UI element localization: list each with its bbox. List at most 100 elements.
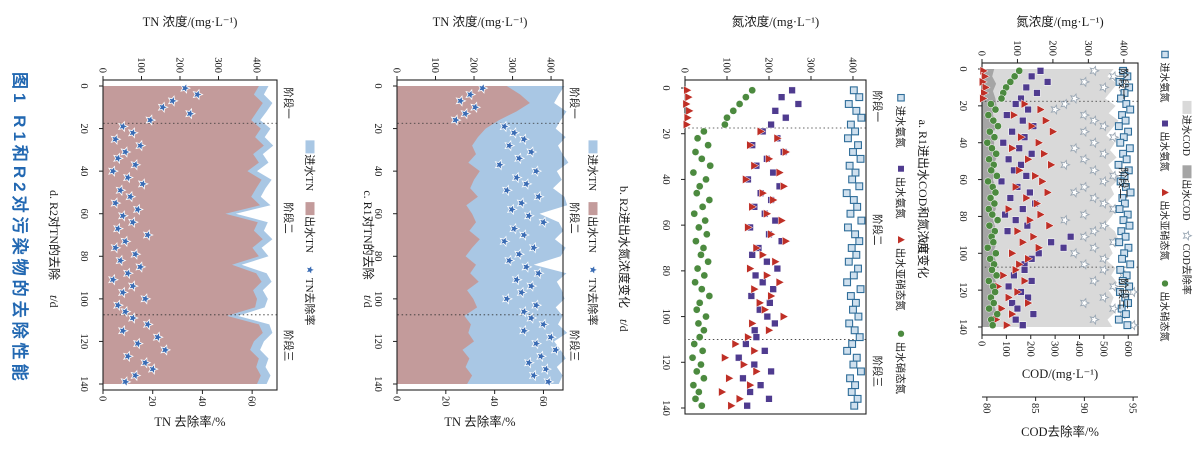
svg-text:出水氨氮: 出水氨氮 [1158, 132, 1171, 172]
stage-label: 阶段一 [568, 87, 581, 119]
caption-b: b. R2进出水氮浓度变化 [617, 186, 632, 308]
svg-text:TN 浓度/(mg·L⁻¹): TN 浓度/(mg·L⁻¹) [433, 14, 528, 29]
removal_axis-c: 0 20 40 60 TN 去除率/% [391, 390, 548, 429]
conc-axis-d: 0 100 200 300 400 TN 浓度/(mg·L⁻¹) [97, 14, 261, 80]
plot-frame [981, 62, 1139, 336]
stage-label: 阶段二 [1117, 168, 1130, 200]
svg-text:氮浓度/(mg·L⁻¹): 氮浓度/(mg·L⁻¹) [732, 14, 819, 29]
svg-text:120: 120 [372, 334, 383, 350]
svg-text:200: 200 [1046, 40, 1057, 56]
series-出水硝态氮 [688, 86, 757, 410]
plot-frame [396, 79, 564, 391]
series-出水氨氮 [735, 86, 803, 410]
legend-d-row0: 进水TN 出水TN TN去除率 [303, 140, 317, 326]
svg-text:80: 80 [78, 251, 89, 262]
svg-text:出水硝态氮: 出水硝态氮 [1158, 292, 1171, 342]
scatter-a [979, 65, 1139, 331]
stage-label: 阶段二 [282, 202, 295, 234]
legend-c-row0: 进水TN 出水TN TN去除率 [586, 140, 600, 326]
svg-text:80: 80 [980, 403, 991, 414]
svg-text:0: 0 [391, 396, 402, 401]
svg-text:100: 100 [429, 57, 440, 73]
svg-text:600: 600 [1122, 341, 1133, 357]
svg-text:60: 60 [660, 220, 671, 231]
svg-text:120: 120 [660, 354, 671, 370]
svg-text:COD去除率/%: COD去除率/% [1021, 424, 1099, 439]
svg-text:60: 60 [372, 208, 383, 219]
conc-axis-b: 0 100 200 300 400 氮浓度/(mg·L⁻¹) [679, 14, 857, 80]
svg-text:氮浓度/(mg·L⁻¹): 氮浓度/(mg·L⁻¹) [1016, 14, 1103, 29]
svg-text:0: 0 [976, 341, 987, 346]
scatter-d [108, 82, 204, 388]
t-axis-label: t/d [361, 295, 375, 308]
svg-text:90: 90 [1078, 403, 1089, 414]
svg-text:20: 20 [372, 123, 383, 134]
series-TN去除率 [450, 82, 562, 388]
svg-text:500: 500 [1097, 341, 1108, 357]
svg-text:40: 40 [488, 396, 499, 407]
svg-text:出水硝态氮: 出水硝态氮 [894, 342, 907, 395]
svg-text:出水氨氮: 出水氨氮 [894, 177, 907, 219]
svg-text:140: 140 [372, 376, 383, 392]
svg-text:20: 20 [957, 101, 968, 112]
svg-text:TN 浓度/(mg·L⁻¹): TN 浓度/(mg·L⁻¹) [143, 14, 238, 29]
t-axis-label: t/d [47, 295, 61, 308]
svg-text:300: 300 [1049, 341, 1060, 357]
caption-d: d. R2对TN的去除 [47, 190, 62, 280]
svg-text:进水TN: 进水TN [303, 154, 316, 191]
conc-axis-a: 0 100 200 300 400 氮浓度/(mg·L⁻¹) [976, 14, 1128, 63]
caption-a: a. R1进出水COD和氮浓度变化 [916, 120, 931, 279]
svg-text:95: 95 [1127, 403, 1138, 414]
area-出水TN [397, 86, 530, 384]
conc-axis-c: 0 100 200 300 400 TN 浓度/(mg·L⁻¹) [391, 14, 556, 80]
svg-text:出水TN: 出水TN [303, 216, 317, 253]
removal_axis-a: 80 85 90 95 COD去除率/% [980, 396, 1138, 439]
t-axis-label: t/d [617, 319, 631, 332]
t-axis-c: 0 20 40 60 80 100 120 140 [372, 83, 397, 392]
svg-text:出水COD: 出水COD [1180, 179, 1193, 220]
t-axis-d: 0 20 40 60 80 100 120 140 [78, 83, 103, 392]
svg-text:TN 去除率/%: TN 去除率/% [444, 414, 515, 429]
t-axis-a: 0 20 40 60 80 100 120 140 [957, 66, 982, 335]
svg-text:300: 300 [212, 57, 223, 73]
series-进水氨氮 [1114, 66, 1135, 330]
svg-text:400: 400 [545, 57, 556, 73]
svg-text:120: 120 [78, 334, 89, 350]
cod_axis-a: 0 100 200 300 400 500 600 COD/(mg·L⁻¹) [976, 335, 1133, 381]
svg-text:85: 85 [1029, 403, 1040, 414]
svg-text:100: 100 [1011, 40, 1022, 56]
caption-c: c. R1对TN的去除 [361, 190, 376, 279]
svg-text:200: 200 [468, 57, 479, 73]
series-进水氨氮 [842, 86, 866, 410]
svg-text:0: 0 [679, 68, 690, 73]
svg-text:100: 100 [372, 291, 383, 307]
series-出水亚硝态氮 [979, 66, 1059, 330]
svg-text:300: 300 [1082, 40, 1093, 56]
svg-text:COD/(mg·L⁻¹): COD/(mg·L⁻¹) [1022, 367, 1098, 381]
t-axis-label: t/d [916, 240, 930, 253]
svg-text:60: 60 [246, 396, 257, 407]
plot-frame [684, 79, 867, 415]
svg-text:出水亚硝态氮: 出水亚硝态氮 [1158, 201, 1171, 261]
stage-label: 阶段一 [871, 91, 884, 123]
svg-text:0: 0 [78, 83, 89, 88]
svg-text:400: 400 [1073, 341, 1084, 357]
svg-text:140: 140 [78, 376, 89, 392]
svg-text:80: 80 [957, 211, 968, 222]
svg-text:20: 20 [78, 123, 89, 134]
stage-label: 阶段三 [1117, 278, 1130, 310]
svg-text:60: 60 [537, 396, 548, 407]
svg-text:200: 200 [762, 57, 773, 73]
stage-label: 阶段一 [1117, 68, 1130, 100]
svg-text:60: 60 [957, 174, 968, 185]
svg-text:200: 200 [1024, 341, 1035, 357]
svg-text:140: 140 [660, 400, 671, 416]
stage-label: 阶段二 [568, 202, 581, 234]
areas-d [103, 86, 274, 384]
svg-text:140: 140 [957, 319, 968, 335]
